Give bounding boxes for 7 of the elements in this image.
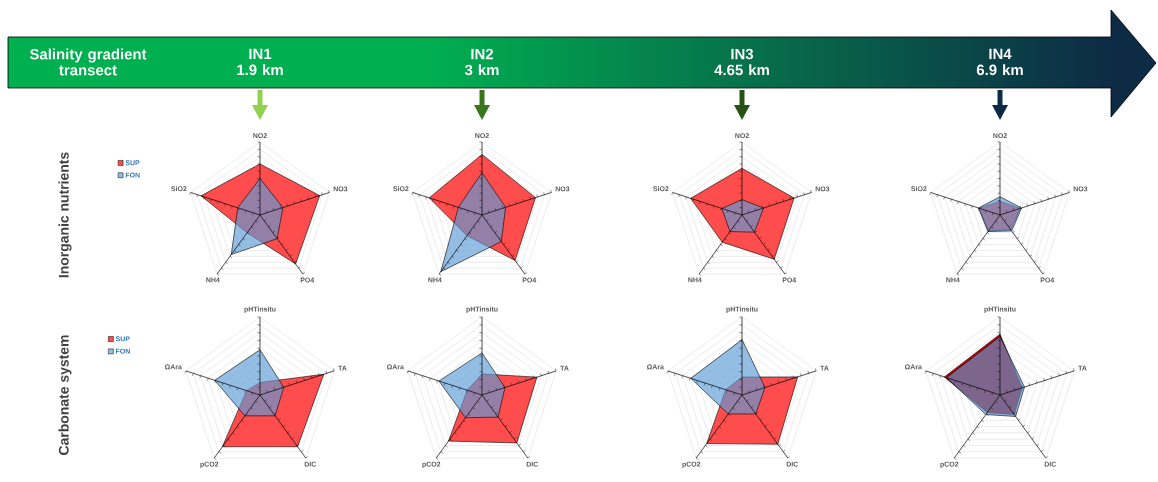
text: Carbonate system <box>58 335 72 455</box>
text: IN3 4.65 km <box>714 48 769 76</box>
text: Salinity gradient transect <box>29 48 147 76</box>
text: IN2 3 km <box>464 48 499 76</box>
text: IN4 6.9 km <box>976 48 1023 76</box>
text: IN1 1.9 km <box>237 48 283 76</box>
text: Inorganic nutrients <box>58 152 72 278</box>
